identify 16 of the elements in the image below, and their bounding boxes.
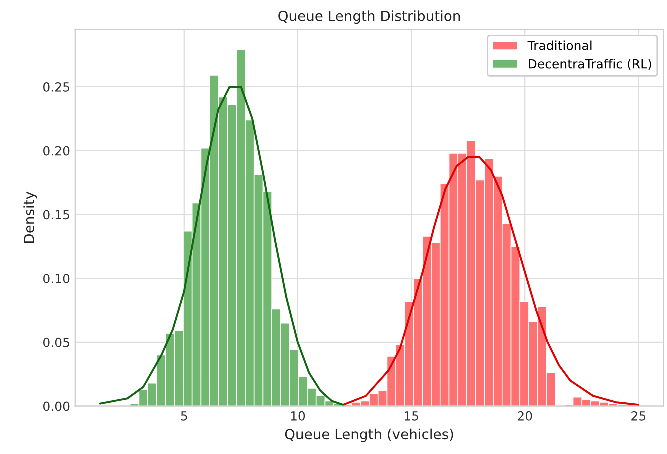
x-tick-label: 15 bbox=[404, 412, 418, 421]
x-axis-title: Queue Length (vehicles) bbox=[285, 428, 454, 442]
y-tick-label: 0.10 bbox=[44, 274, 70, 284]
x-tick-label: 10 bbox=[291, 411, 306, 421]
y-tick-label: 0.05 bbox=[44, 338, 70, 348]
y-tick-label: 0.25 bbox=[44, 82, 70, 92]
chart-title: Queue Length Distribution bbox=[278, 10, 460, 24]
x-tick-label: 20 bbox=[518, 411, 532, 421]
y-tick-label: 0.00 bbox=[44, 402, 70, 412]
x-tick-label: 25 bbox=[632, 411, 646, 421]
x-tick-label: 5 bbox=[181, 412, 188, 421]
legend-label: Traditional bbox=[528, 40, 592, 50]
y-tick-label: 0.20 bbox=[44, 146, 70, 156]
y-axis-title: Density bbox=[24, 192, 38, 243]
y-tick-label: 0.15 bbox=[44, 210, 70, 220]
legend-label: DecentraTraffic (RL) bbox=[529, 59, 652, 70]
